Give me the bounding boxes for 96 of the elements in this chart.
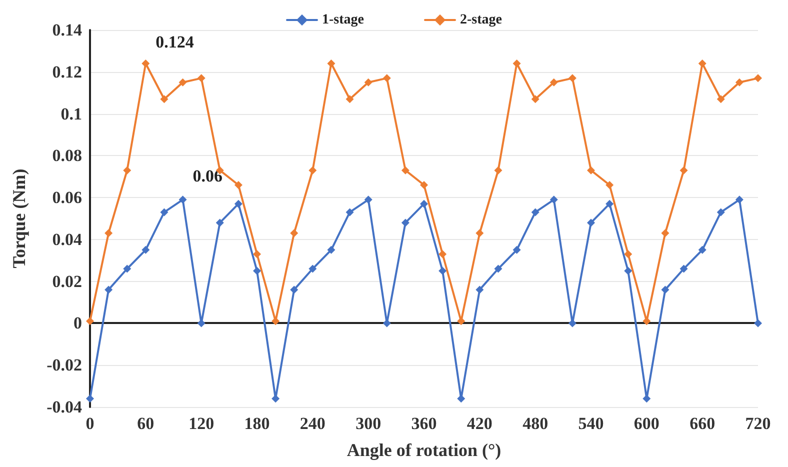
point: [531, 95, 540, 104]
point: [568, 74, 576, 82]
x-tick-label: 480: [522, 414, 548, 433]
point: [86, 394, 94, 403]
point: [104, 286, 113, 294]
annotation: 0.06: [192, 166, 223, 186]
point: [364, 196, 372, 204]
y-tick-label: 0.12: [52, 62, 82, 82]
point: [364, 78, 372, 86]
point: [624, 266, 632, 275]
point: [661, 229, 670, 238]
point: [420, 200, 428, 208]
legend-label: 2-stage: [460, 12, 502, 28]
point: [346, 208, 354, 216]
x-tick-label: 600: [634, 414, 660, 433]
point: [86, 317, 94, 326]
point: [160, 95, 168, 104]
y-tick-label: 0.1: [60, 104, 82, 124]
point: [680, 166, 688, 174]
point: [550, 196, 558, 204]
point: [401, 218, 410, 227]
x-tick-label: 720: [745, 414, 771, 433]
point: [123, 264, 132, 273]
point: [253, 250, 261, 258]
point: [661, 286, 670, 294]
point: [253, 266, 261, 275]
point: [512, 60, 521, 68]
point: [420, 180, 428, 189]
point: [290, 286, 298, 294]
y-tick-label: 0.06: [52, 188, 82, 208]
y-tick-label: -0.02: [46, 356, 82, 375]
point: [308, 166, 317, 174]
point: [735, 196, 744, 204]
point: [308, 264, 317, 273]
point: [494, 264, 502, 273]
point: [716, 208, 725, 216]
point: [197, 74, 206, 82]
point: [587, 166, 595, 174]
point: [512, 246, 521, 254]
point: [290, 229, 298, 238]
point: [624, 250, 632, 258]
y-tick-label: 0.04: [52, 230, 82, 249]
point: [160, 208, 168, 216]
y-tick-label: 0.14: [52, 20, 82, 40]
point: [382, 74, 391, 82]
point: [476, 229, 484, 238]
x-axis-title: Angle of rotation (°): [346, 440, 502, 460]
x-tick-label: 540: [578, 414, 604, 433]
x-tick-label: 240: [300, 414, 326, 433]
x-tick-label: 360: [411, 414, 437, 433]
y-tick-label: 0.08: [52, 146, 82, 166]
x-tick-label: 180: [244, 414, 270, 433]
x-tick-label: 60: [137, 414, 154, 433]
point: [234, 180, 242, 189]
point: [698, 60, 706, 68]
x-tick-label: 0: [86, 414, 94, 433]
point: [104, 229, 113, 238]
point: [178, 78, 187, 86]
point: [754, 319, 762, 328]
point: [234, 200, 242, 208]
point: [735, 78, 744, 86]
point: [494, 166, 502, 174]
annotation: 0.124: [156, 32, 194, 52]
y-tick-label: 0: [74, 314, 82, 333]
point: [438, 250, 447, 258]
x-tick-label: 660: [690, 414, 716, 433]
point: [550, 78, 558, 86]
point: [216, 218, 224, 227]
point: [642, 394, 651, 403]
point: [531, 208, 540, 216]
point: [680, 264, 688, 273]
point: [698, 246, 706, 254]
point: [272, 394, 280, 403]
x-tick-label: 300: [356, 414, 382, 433]
point: [123, 166, 132, 174]
point: [606, 180, 614, 189]
y-axis-title: Torque (Nm): [9, 168, 29, 268]
point: [754, 74, 762, 82]
point: [142, 60, 150, 68]
legend-label: 1-stage: [322, 12, 364, 28]
point: [606, 200, 614, 208]
point: [327, 246, 336, 254]
point: [401, 166, 410, 174]
point: [476, 286, 484, 294]
point: [716, 95, 725, 104]
point: [438, 266, 447, 275]
x-tick-label: 420: [466, 414, 492, 433]
point: [327, 60, 336, 68]
point: [346, 95, 354, 104]
x-tick-label: 120: [188, 414, 214, 433]
point: [457, 394, 466, 403]
y-tick-label: -0.04: [46, 398, 82, 416]
y-tick-label: 0.02: [52, 272, 82, 291]
point: [142, 246, 150, 254]
point: [178, 196, 187, 204]
point: [587, 218, 595, 227]
